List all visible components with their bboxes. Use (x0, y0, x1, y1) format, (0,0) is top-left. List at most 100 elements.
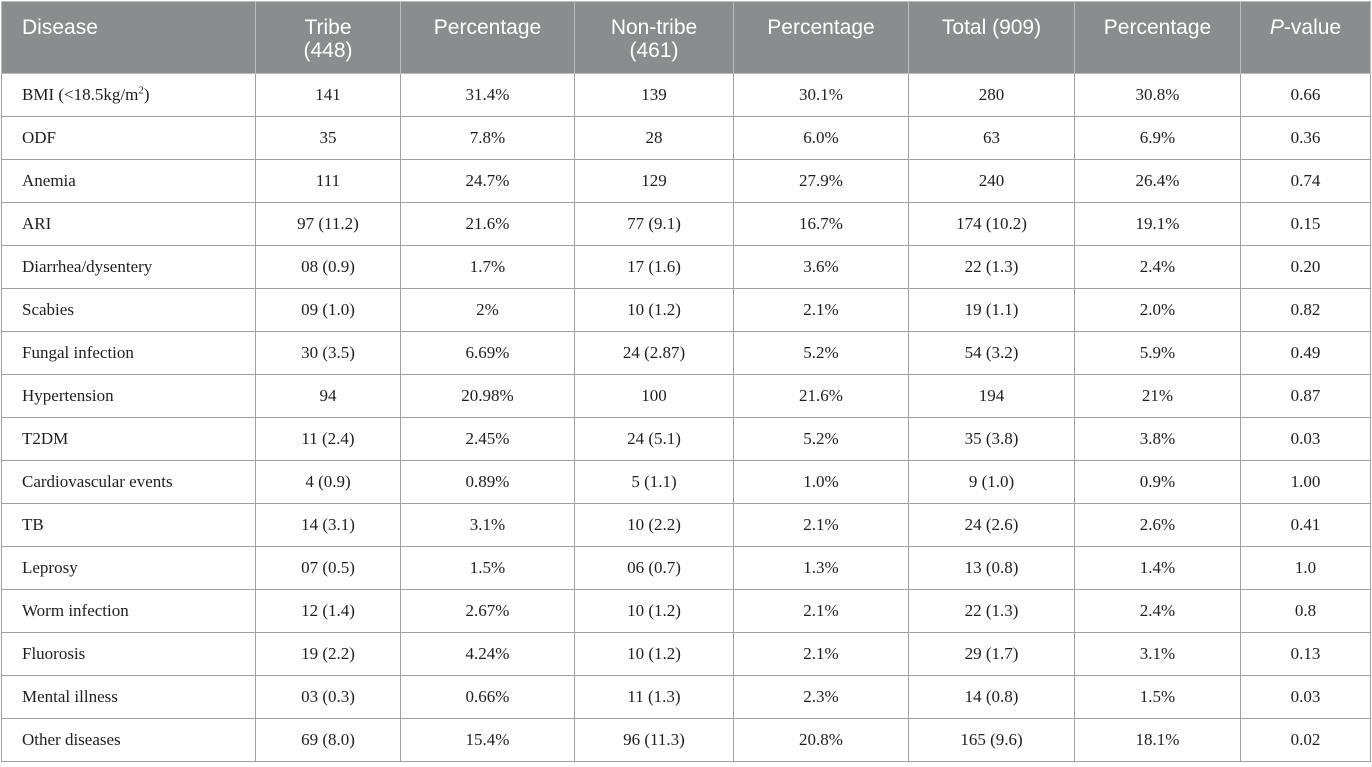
disease-cell: Leprosy (1, 546, 256, 590)
tribe-cell: 14 (3.1) (255, 503, 401, 547)
tribe-pct-cell: 20.98% (400, 374, 575, 418)
nontribe-cell: 10 (2.2) (574, 503, 734, 547)
tribe-pct-cell: 2% (400, 288, 575, 332)
total-cell: 240 (908, 159, 1075, 203)
nontribe-pct-cell: 2.1% (733, 288, 909, 332)
tribe-cell: 08 (0.9) (255, 245, 401, 289)
table-row: Other diseases 69 (8.0) 15.4% 96 (11.3) … (1, 718, 1371, 762)
total-pct-cell: 21% (1074, 374, 1241, 418)
total-pct-cell: 18.1% (1074, 718, 1241, 762)
tribe-cell: 69 (8.0) (255, 718, 401, 762)
table-row: ODF 35 7.8% 28 6.0% 63 6.9% 0.36 (1, 116, 1371, 160)
table-row: Hypertension 94 20.98% 100 21.6% 194 21%… (1, 374, 1371, 418)
nontribe-pct-cell: 5.2% (733, 331, 909, 375)
total-cell: 165 (9.6) (908, 718, 1075, 762)
disease-cell: T2DM (1, 417, 256, 461)
total-pct-cell: 2.6% (1074, 503, 1241, 547)
tribe-pct-cell: 24.7% (400, 159, 575, 203)
tribe-pct-cell: 15.4% (400, 718, 575, 762)
tribe-cell: 11 (2.4) (255, 417, 401, 461)
p-value-cell: 0.49 (1240, 331, 1371, 375)
total-cell: 13 (0.8) (908, 546, 1075, 590)
tribe-cell: 97 (11.2) (255, 202, 401, 246)
table-row: Scabies 09 (1.0) 2% 10 (1.2) 2.1% 19 (1.… (1, 288, 1371, 332)
nontribe-cell: 5 (1.1) (574, 460, 734, 504)
nontribe-cell: 06 (0.7) (574, 546, 734, 590)
nontribe-pct-cell: 6.0% (733, 116, 909, 160)
header-total: Total (909) (908, 1, 1075, 74)
nontribe-pct-cell: 20.8% (733, 718, 909, 762)
p-value-cell: 0.36 (1240, 116, 1371, 160)
nontribe-pct-cell: 5.2% (733, 417, 909, 461)
disease-cell: Mental illness (1, 675, 256, 719)
nontribe-cell: 24 (2.87) (574, 331, 734, 375)
total-cell: 63 (908, 116, 1075, 160)
tribe-pct-cell: 1.5% (400, 546, 575, 590)
tribe-pct-cell: 0.66% (400, 675, 575, 719)
header-nontribe: Non-tribe (461) (574, 1, 734, 74)
tribe-pct-cell: 3.1% (400, 503, 575, 547)
total-cell: 280 (908, 73, 1075, 117)
tribe-cell: 94 (255, 374, 401, 418)
tribe-pct-cell: 1.7% (400, 245, 575, 289)
table-row: Fungal infection 30 (3.5) 6.69% 24 (2.87… (1, 331, 1371, 375)
p-value-cell: 0.66 (1240, 73, 1371, 117)
disease-cell: Hypertension (1, 374, 256, 418)
nontribe-pct-cell: 27.9% (733, 159, 909, 203)
nontribe-cell: 17 (1.6) (574, 245, 734, 289)
header-total-percentage: Percentage (1074, 1, 1241, 74)
header-disease: Disease (1, 1, 256, 74)
table-row: Mental illness 03 (0.3) 0.66% 11 (1.3) 2… (1, 675, 1371, 719)
disease-cell: Fluorosis (1, 632, 256, 676)
nontribe-pct-cell: 30.1% (733, 73, 909, 117)
total-cell: 35 (3.8) (908, 417, 1075, 461)
total-cell: 9 (1.0) (908, 460, 1075, 504)
table-row: Cardiovascular events 4 (0.9) 0.89% 5 (1… (1, 460, 1371, 504)
total-pct-cell: 5.9% (1074, 331, 1241, 375)
p-value-cell: 0.15 (1240, 202, 1371, 246)
nontribe-cell: 28 (574, 116, 734, 160)
table-row: TB 14 (3.1) 3.1% 10 (2.2) 2.1% 24 (2.6) … (1, 503, 1371, 547)
p-value-cell: 0.13 (1240, 632, 1371, 676)
table-row: ARI 97 (11.2) 21.6% 77 (9.1) 16.7% 174 (… (1, 202, 1371, 246)
disease-cell: Fungal infection (1, 331, 256, 375)
nontribe-cell: 11 (1.3) (574, 675, 734, 719)
tribe-cell: 09 (1.0) (255, 288, 401, 332)
tribe-pct-cell: 7.8% (400, 116, 575, 160)
nontribe-pct-cell: 2.1% (733, 632, 909, 676)
tribe-pct-cell: 21.6% (400, 202, 575, 246)
header-tribe: Tribe (448) (255, 1, 401, 74)
nontribe-cell: 100 (574, 374, 734, 418)
table-row: Leprosy 07 (0.5) 1.5% 06 (0.7) 1.3% 13 (… (1, 546, 1371, 590)
total-cell: 24 (2.6) (908, 503, 1075, 547)
tribe-pct-cell: 2.45% (400, 417, 575, 461)
disease-cell: ARI (1, 202, 256, 246)
tribe-cell: 111 (255, 159, 401, 203)
total-cell: 19 (1.1) (908, 288, 1075, 332)
p-value-cell: 0.82 (1240, 288, 1371, 332)
disease-cell: Scabies (1, 288, 256, 332)
nontribe-cell: 96 (11.3) (574, 718, 734, 762)
total-pct-cell: 19.1% (1074, 202, 1241, 246)
header-p-value: P-value (1240, 1, 1371, 74)
total-pct-cell: 26.4% (1074, 159, 1241, 203)
nontribe-cell: 10 (1.2) (574, 632, 734, 676)
disease-cell: Anemia (1, 159, 256, 203)
p-value-cell: 0.8 (1240, 589, 1371, 633)
nontribe-pct-cell: 16.7% (733, 202, 909, 246)
nontribe-pct-cell: 3.6% (733, 245, 909, 289)
p-value-cell: 0.02 (1240, 718, 1371, 762)
total-pct-cell: 2.4% (1074, 245, 1241, 289)
nontribe-pct-cell: 21.6% (733, 374, 909, 418)
table-row: Diarrhea/dysentery 08 (0.9) 1.7% 17 (1.6… (1, 245, 1371, 289)
tribe-pct-cell: 31.4% (400, 73, 575, 117)
nontribe-cell: 77 (9.1) (574, 202, 734, 246)
total-pct-cell: 1.4% (1074, 546, 1241, 590)
table-header-row: Disease Tribe (448) Percentage Non-tribe(… (1, 1, 1371, 74)
nontribe-cell: 10 (1.2) (574, 589, 734, 633)
total-pct-cell: 3.8% (1074, 417, 1241, 461)
p-value-cell: 0.41 (1240, 503, 1371, 547)
tribe-pct-cell: 6.69% (400, 331, 575, 375)
disease-cell: Other diseases (1, 718, 256, 762)
